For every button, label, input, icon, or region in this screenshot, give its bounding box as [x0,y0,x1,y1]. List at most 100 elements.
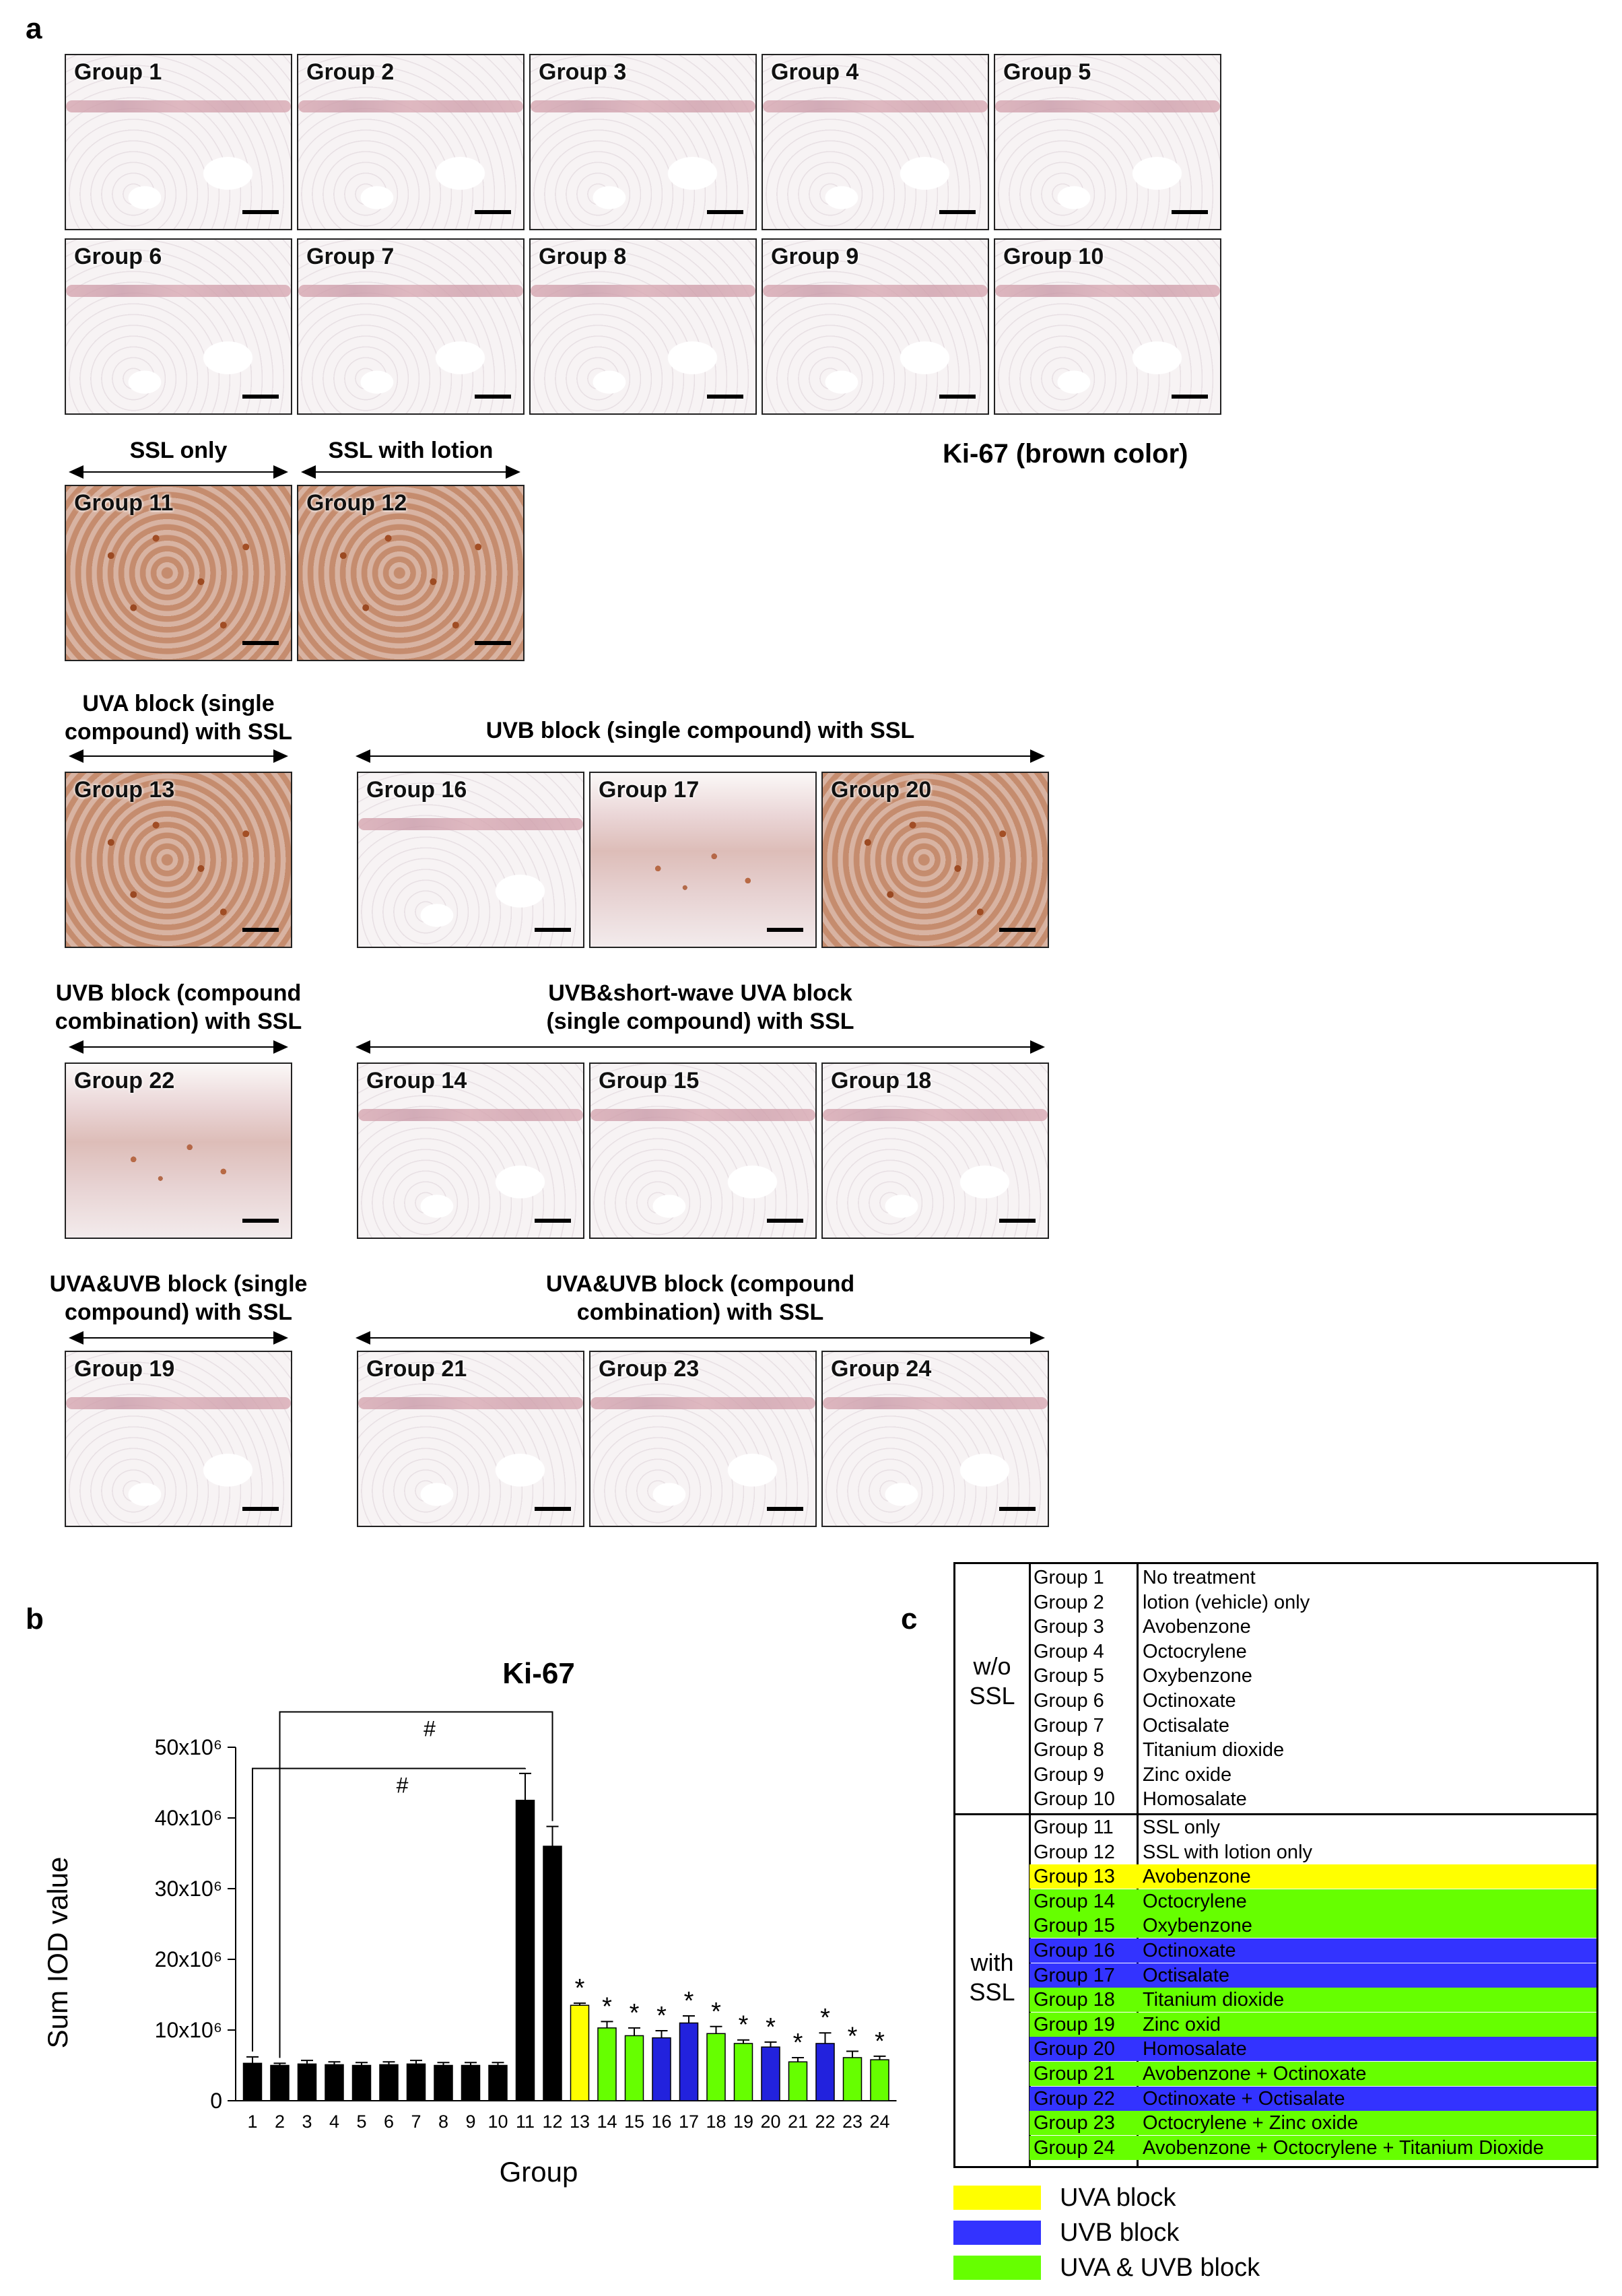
significance-asterisk: * [766,2013,776,2041]
significance-asterisk: * [793,2029,803,2057]
histology-group-4: Group 4 [762,54,989,230]
group-cell: Group 6 [1034,1690,1104,1712]
y-tick-label: 10x10⁶ [155,2018,222,2042]
y-axis-label: Sum IOD value [42,1857,73,2049]
y-tick-label: 30x10⁶ [155,1877,222,1901]
table-row: Group 21 Avobenzone + Octinoxate [1029,2062,1596,2086]
histology-group-23: Group 23 [589,1351,817,1527]
with-ssl-label: with SSL [969,1949,1015,2006]
span-arrow [356,749,1045,763]
treatment-cell: Oxybenzone [1143,1665,1252,1687]
y-tick-label: 50x10⁶ [155,1735,222,1759]
table-row: Group 13 Avobenzone [1029,1864,1596,1889]
panel-label: Group 19 [74,1356,175,1382]
significance-asterisk: * [630,1999,640,2027]
hash-significance: # [424,1717,436,1741]
group-cell: Group 19 [1034,2013,1115,2035]
x-axis-label: Group [500,2156,578,2188]
table-row: Group 23 Octocrylene + Zinc oxide [1029,2111,1596,2136]
color-legend: UVA block UVB block UVA & UVB block [953,2182,1425,2289]
group-cell: Group 17 [1034,1964,1115,1986]
panel-label: Group 3 [539,59,627,85]
panel-c-letter: c [901,1602,918,1635]
scale-bar [767,1507,803,1511]
group-cell: Group 8 [1034,1739,1104,1761]
bar-group-17 [679,2022,699,2101]
table-row: Group 2 lotion (vehicle) only [1029,1590,1596,1615]
treatment-cell: Octinoxate + Octisalate [1143,2087,1345,2109]
scale-bar [242,1507,279,1511]
ki67-caption: Ki-67 (brown color) [943,439,1188,469]
group-cell: Group 16 [1034,1940,1115,1961]
treatment-cell: Avobenzone [1143,1866,1251,1888]
bar-group-16 [652,2037,671,2101]
scale-bar [475,641,511,645]
table-row: Group 8 Titanium dioxide [1029,1738,1596,1762]
bar-group-5 [351,2064,372,2101]
bar-group-13 [570,2004,590,2101]
legend-label: UVB block [1060,2219,1180,2247]
panel-label: Group 15 [599,1068,700,1093]
group-cell: Group 11 [1034,1817,1114,1838]
scale-bar [535,1219,571,1223]
comparison-bracket [279,1711,553,2058]
x-tick-label: 10 [487,2112,508,2132]
scale-bar [999,1507,1036,1511]
panel-label: Group 24 [831,1356,932,1382]
histology-group-9: Group 9 [762,238,989,415]
group-cell: Group 22 [1034,2087,1115,2109]
y-tick-label: 0 [210,2089,222,2113]
y-tick-label: 40x10⁶ [155,1806,222,1830]
histology-group-14: Group 14 [357,1062,584,1239]
significance-asterisk: * [684,1987,694,2015]
scale-bar [535,928,571,932]
x-tick-label: 22 [815,2112,835,2132]
table-row: Group 7 Octisalate [1029,1714,1596,1738]
histology-group-15: Group 15 [589,1062,817,1239]
bar-group-3 [297,2063,317,2101]
histology-group-11: Group 11 [65,485,292,661]
legend-label: UVA block [1060,2184,1176,2212]
treatment-cell: lotion (vehicle) only [1143,1591,1310,1613]
histology-group-13: Group 13 [65,772,292,948]
histology-group-22: Group 22 [65,1062,292,1239]
treatment-cell: SSL only [1143,1817,1220,1838]
table-row: Group 22 Octinoxate + Octisalate [1029,2086,1596,2111]
x-tick-label: 15 [624,2112,644,2132]
bar-group-14 [597,2027,617,2101]
scale-bar [707,210,743,214]
scale-bar [1172,395,1208,399]
histology-group-5: Group 5 [994,54,1221,230]
x-tick-label: 6 [384,2112,394,2132]
group-cell: Group 12 [1034,1841,1115,1863]
histology-group-2: Group 2 [297,54,525,230]
significance-asterisk: * [602,1992,612,2021]
hash-significance: # [397,1774,409,1798]
histology-group-18: Group 18 [821,1062,1049,1239]
group-cell: Group 10 [1034,1788,1115,1811]
bar-group-1 [242,2062,263,2101]
span-arrow [69,1040,288,1054]
group-cell: Group 1 [1034,1567,1104,1588]
treatment-cell: Avobenzone [1143,1616,1251,1638]
panel-label: Group 11 [74,490,174,516]
ki67-bar-chart: Ki-67 Sum IOD value Group 0 10x10⁶ 20x10⁶ 3… [42,1657,897,2188]
uvb-short-uva-header: UVB&short-wave UVA block (single compoun… [546,980,854,1034]
table-row: Group 18 Titanium dioxide [1029,1988,1596,2013]
group-cell: Group 21 [1034,2063,1115,2085]
bar-group-9 [461,2064,481,2101]
bar-group-12 [543,1846,562,2101]
table-divider-h [955,1813,1596,1815]
treatment-cell: Homosalate [1143,2038,1247,2060]
bar-group-23 [842,2057,863,2101]
significance-asterisk: * [848,2023,858,2051]
x-tick-label: 24 [869,2112,889,2132]
legend-swatch [953,2186,1041,2210]
scale-bar [707,395,743,399]
group-cell: Group 3 [1034,1616,1104,1638]
panel-label: Group 6 [74,244,162,269]
histology-group-3: Group 3 [529,54,757,230]
scale-bar [767,928,803,932]
table-row: Group 10 Homosalate [1029,1787,1596,1811]
table-row: Group 3 Avobenzone [1029,1615,1596,1639]
